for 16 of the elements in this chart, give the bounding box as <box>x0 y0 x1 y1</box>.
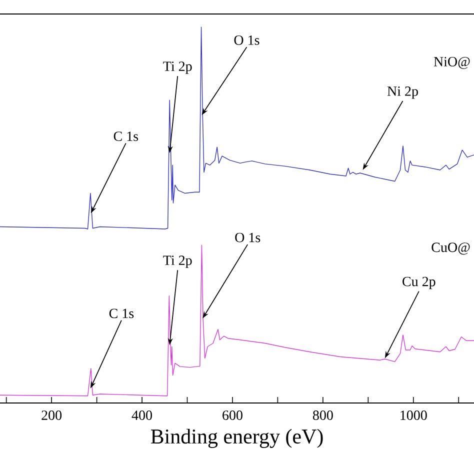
annotation: O 1s <box>235 232 260 242</box>
x-tick-label: 600 <box>222 410 242 420</box>
annotation: CuO@ <box>432 242 470 255</box>
x-tick-label: 800 <box>312 410 333 420</box>
annotation: Ti 2p <box>163 62 192 74</box>
annotation: O 1s <box>234 35 260 45</box>
annotation: C 1s <box>109 308 134 318</box>
x-axis-title: Binding energy (eV) <box>150 428 323 448</box>
annotation: Cu 2p <box>402 276 436 290</box>
annotation: Ni 2p <box>387 86 418 99</box>
annotation: Ti 2p <box>163 256 192 268</box>
annotation: C 1s <box>114 132 138 141</box>
annotation: NiO@ <box>434 56 470 69</box>
x-tick-label: 400 <box>132 410 152 420</box>
x-tick-label: 1000 <box>400 410 427 420</box>
x-tick-label: 200 <box>42 410 62 420</box>
